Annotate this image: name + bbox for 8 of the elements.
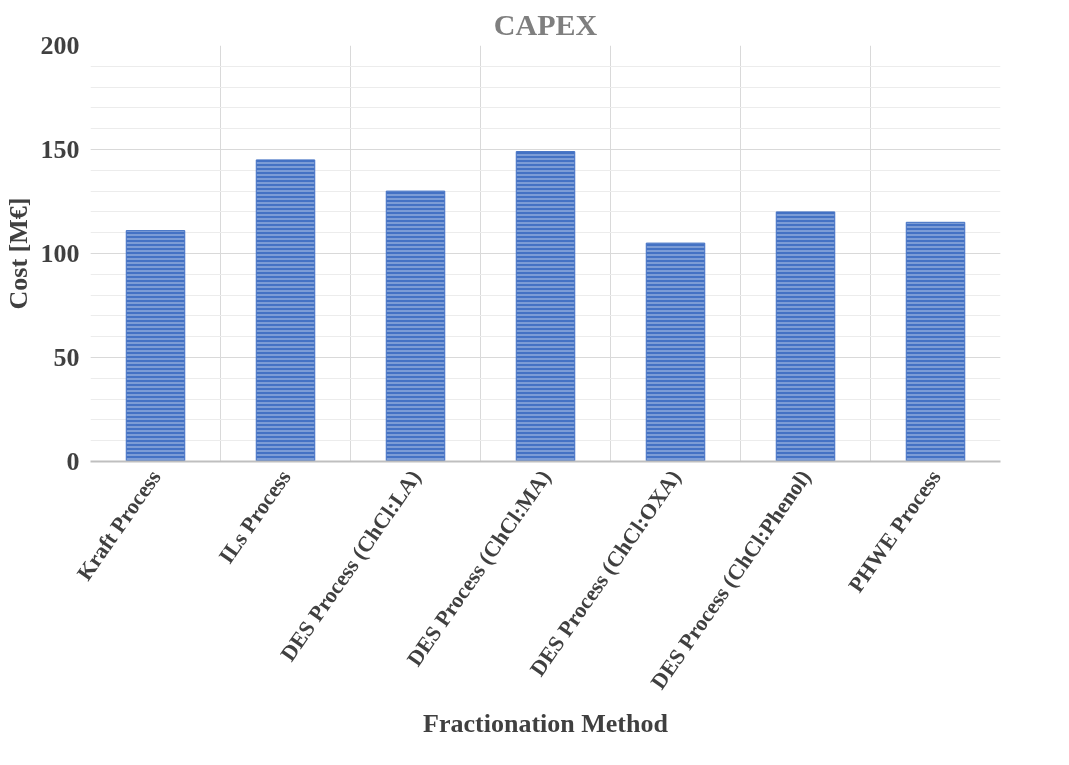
y-tick-label: 150 [40, 135, 80, 164]
y-tick-label: 200 [40, 31, 80, 60]
y-axis-title: Cost [M€] [3, 197, 33, 310]
chart-title: CAPEX [493, 7, 598, 41]
y-tick-label: 50 [53, 343, 80, 372]
y-tick-label: 100 [40, 239, 80, 268]
x-axis-title: Fractionation Method [423, 708, 669, 738]
y-tick-label: 0 [66, 447, 80, 476]
